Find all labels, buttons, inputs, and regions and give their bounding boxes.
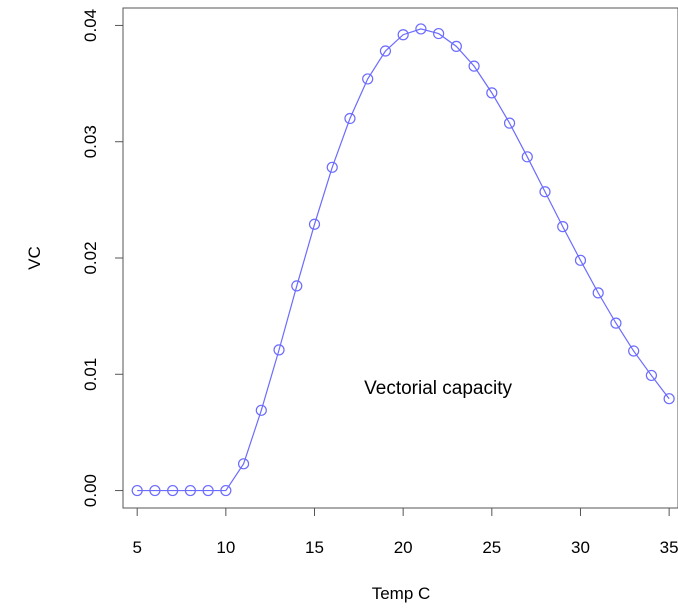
- data-point: [167, 484, 179, 497]
- series-line: [137, 28, 670, 492]
- data-point: [663, 393, 675, 405]
- data-point: [468, 60, 480, 72]
- plot-frame: [122, 7, 678, 509]
- data-point: [450, 40, 462, 52]
- data-point: [379, 45, 392, 57]
- data-point: [645, 369, 658, 382]
- y-axis: 0.00 0.01 0.02 0.03 0.04: [81, 9, 124, 507]
- x-tick-label: 30: [571, 538, 590, 557]
- data-point: [592, 287, 604, 299]
- data-point: [486, 87, 498, 99]
- data-point: [326, 161, 338, 173]
- data-point: [273, 344, 285, 356]
- y-tick-label: 0.03: [81, 125, 100, 158]
- series-layer: [131, 23, 675, 497]
- data-point: [503, 117, 516, 129]
- data-point: [521, 151, 533, 163]
- x-tick-label: 25: [482, 538, 501, 557]
- data-point: [362, 73, 374, 85]
- data-point: [628, 345, 640, 357]
- data-point: [255, 404, 267, 416]
- x-tick-label: 20: [394, 538, 413, 557]
- y-tick-label: 0.02: [81, 241, 100, 274]
- y-axis-title: VC: [25, 246, 44, 270]
- data-point: [433, 27, 445, 40]
- data-point: [557, 221, 569, 233]
- data-point: [574, 254, 587, 266]
- x-tick-label: 10: [216, 538, 235, 557]
- data-point: [308, 218, 321, 230]
- y-tick-label: 0.04: [81, 9, 100, 42]
- x-tick-label: 35: [660, 538, 678, 557]
- data-point: [220, 484, 232, 497]
- data-point: [237, 458, 250, 470]
- data-point: [415, 23, 427, 35]
- vectorial-capacity-annotation: Vectorial capacity: [364, 378, 512, 399]
- x-tick-label: 15: [305, 538, 324, 557]
- data-point: [397, 29, 409, 41]
- data-point: [539, 186, 551, 198]
- data-point: [184, 484, 196, 497]
- data-point: [610, 317, 622, 329]
- y-tick-label: 0.00: [81, 474, 100, 507]
- x-axis: 5 10 15 20 25 30 35: [132, 507, 678, 557]
- x-tick-label: 5: [132, 538, 141, 557]
- data-point: [131, 484, 143, 497]
- data-point: [202, 484, 214, 497]
- x-axis-title: Temp C: [372, 584, 431, 603]
- y-tick-label: 0.01: [81, 358, 100, 391]
- data-point: [291, 280, 303, 292]
- data-point: [149, 484, 161, 497]
- data-point: [344, 112, 356, 125]
